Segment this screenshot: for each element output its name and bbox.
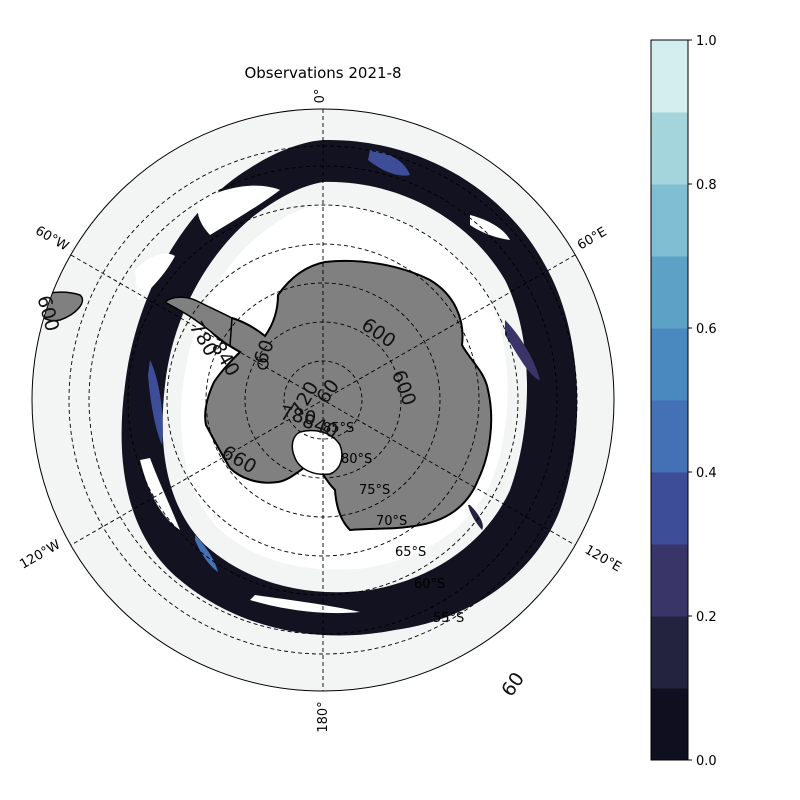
colorbar-tick-label: 0.8 [696, 178, 717, 193]
lon-label-180: 180° [316, 701, 331, 732]
lat-label: 65°S [395, 545, 426, 560]
colorbar-band [651, 184, 688, 257]
colorbar-band [651, 328, 688, 401]
lat-label: 80°S [341, 452, 372, 467]
lon-label-120w: 120°W [17, 537, 63, 572]
lon-label-120e: 120°E [582, 543, 624, 576]
lat-label: 75°S [359, 483, 390, 498]
map-title: Observations 2021-8 [244, 64, 401, 82]
colorbar-tick-label: 1.0 [696, 34, 717, 49]
lon-label-0: 0° [313, 89, 328, 104]
colorbar-tick-label: 0.0 [696, 754, 717, 769]
colorbar-bands [651, 40, 688, 761]
lat-label: 70°S [376, 514, 407, 529]
colorbar: 0.0 0.2 0.4 0.6 0.8 1.0 [651, 34, 717, 769]
colorbar-band [651, 544, 688, 617]
colorbar-band [651, 688, 688, 761]
colorbar-band [651, 40, 688, 113]
lat-label: 60°S [414, 577, 445, 592]
colorbar-band [651, 472, 688, 545]
lon-label-60w: 60°W [32, 223, 71, 254]
colorbar-tick-label: 0.4 [696, 466, 717, 481]
colorbar-tick-label: 0.6 [696, 322, 717, 337]
colorbar-ticks: 0.0 0.2 0.4 0.6 0.8 1.0 [688, 34, 717, 769]
contour-label: 60 [497, 668, 529, 700]
lon-label-60e: 60°E [575, 225, 610, 254]
colorbar-band [651, 400, 688, 473]
colorbar-band [651, 256, 688, 329]
colorbar-band [651, 616, 688, 689]
lat-label: 55°S [433, 611, 464, 626]
colorbar-tick-label: 0.2 [696, 610, 717, 625]
colorbar-band [651, 112, 688, 185]
